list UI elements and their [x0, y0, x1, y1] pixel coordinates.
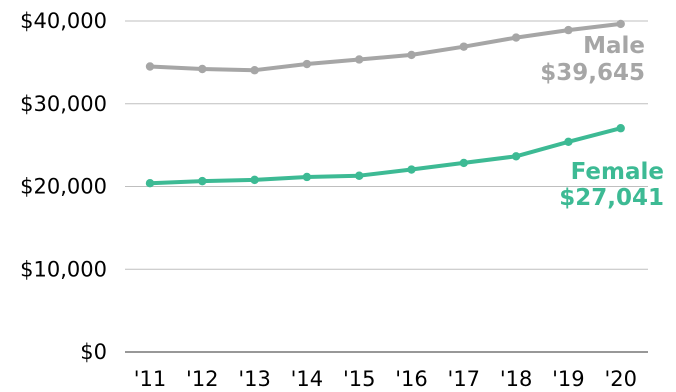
female-point-4 — [355, 171, 364, 180]
series-end-labels: Male $39,645 Female $27,041 — [540, 33, 664, 211]
female-series-name-label: Female — [571, 159, 664, 185]
female-point-2 — [250, 175, 259, 185]
gridlines — [125, 20, 648, 353]
female-series-value-label: $27,041 — [559, 185, 664, 211]
x-axis-tick-labels: '11 '12 '13 '14 '15 '16 '17 '18 '19 '20 — [134, 367, 637, 391]
series-lines — [145, 19, 625, 188]
male-series-value-label: $39,645 — [540, 60, 645, 86]
female-point-6 — [459, 158, 468, 168]
x-tick-label-7: '18 — [500, 367, 533, 391]
x-tick-label-6: '17 — [448, 367, 481, 391]
x-tick-label-3: '14 — [291, 367, 324, 391]
male-point-7 — [511, 33, 521, 42]
x-tick-label-0: '11 — [134, 367, 167, 391]
x-tick-label-8: '19 — [552, 367, 585, 391]
male-point-3 — [302, 59, 312, 69]
male-point-0 — [145, 62, 155, 71]
male-point-6 — [459, 42, 468, 51]
y-tick-label-3: $30,000 — [20, 92, 107, 116]
y-axis-tick-labels: $0 $10,000 $20,000 $30,000 $40,000 — [20, 9, 107, 364]
female-point-0 — [145, 178, 155, 188]
male-point-8 — [564, 25, 573, 35]
male-series-name-label: Male — [583, 33, 645, 59]
male-point-1 — [198, 64, 207, 74]
female-point-1 — [198, 176, 207, 186]
male-point-2 — [250, 66, 259, 75]
female-point-5 — [407, 165, 416, 174]
y-tick-label-4: $40,000 — [20, 9, 107, 33]
male-point-9 — [616, 19, 625, 29]
female-series-line — [148, 126, 623, 186]
male-point-5 — [407, 50, 416, 60]
female-point-7 — [511, 152, 521, 161]
x-tick-label-9: '20 — [604, 367, 637, 391]
y-tick-label-0: $0 — [80, 340, 107, 364]
female-point-8 — [564, 137, 573, 147]
x-tick-label-1: '12 — [186, 367, 219, 391]
male-series-line — [148, 21, 623, 73]
x-tick-label-5: '16 — [395, 367, 428, 391]
y-tick-label-1: $10,000 — [20, 257, 107, 281]
female-point-3 — [302, 172, 312, 182]
male-point-4 — [355, 55, 364, 64]
y-tick-label-2: $20,000 — [20, 175, 107, 199]
female-point-9 — [616, 124, 625, 133]
x-tick-label-4: '15 — [343, 367, 376, 391]
x-tick-label-2: '13 — [238, 367, 271, 391]
